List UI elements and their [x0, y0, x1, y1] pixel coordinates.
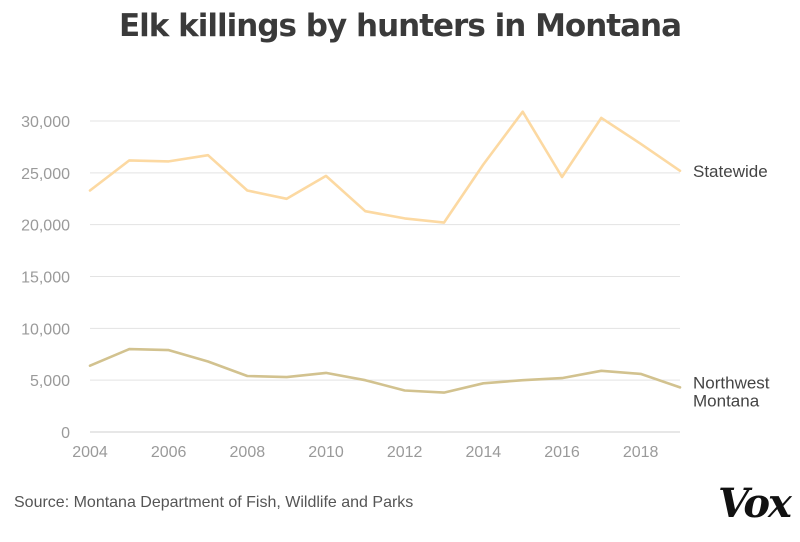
- y-tick-label: 20,000: [21, 218, 70, 235]
- y-tick-label: 30,000: [21, 114, 70, 131]
- series-line-northwest-montana: [88, 347, 682, 394]
- series-label: Statewide: [693, 162, 768, 181]
- y-tick-label: 5,000: [30, 373, 70, 390]
- y-tick-label: 25,000: [21, 166, 70, 183]
- x-tick-label: 2018: [623, 444, 659, 461]
- x-tick-label: 2008: [230, 444, 266, 461]
- source-note: Source: Montana Department of Fish, Wild…: [14, 494, 414, 511]
- series-line-statewide: [88, 110, 682, 224]
- gridlines: [90, 120, 680, 433]
- vox-logo: Vox: [718, 480, 792, 527]
- y-axis-ticks: 0 5,000 10,000 15,000 20,000 25,000 30,000: [21, 114, 70, 442]
- x-tick-label: 2016: [544, 444, 580, 461]
- x-tick-label: 2014: [466, 444, 502, 461]
- x-tick-label: 2004: [72, 444, 108, 461]
- series-label: Northwest: [693, 373, 770, 392]
- series-lines: [88, 110, 682, 394]
- x-tick-label: 2006: [151, 444, 187, 461]
- chart-title: Elk killings by hunters in Montana: [118, 8, 682, 44]
- y-tick-label: 0: [61, 425, 70, 442]
- y-tick-label: 15,000: [21, 270, 70, 287]
- x-tick-label: 2010: [308, 444, 344, 461]
- x-tick-label: 2012: [387, 444, 423, 461]
- series-label: Montana: [693, 391, 760, 410]
- y-tick-label: 10,000: [21, 321, 70, 338]
- x-axis-ticks: 2004 2006 2008 2010 2012 2014 2016 2018: [72, 444, 658, 461]
